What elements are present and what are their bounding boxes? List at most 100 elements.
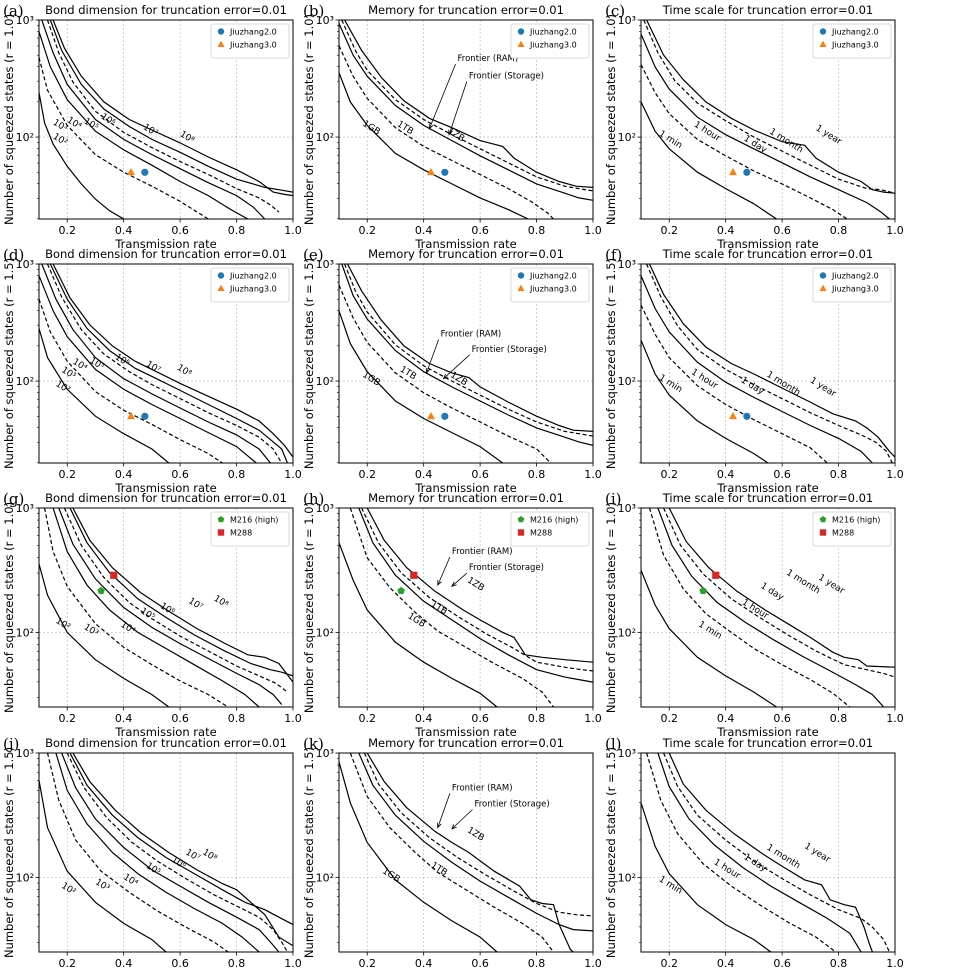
x-tick-label: 0.6	[171, 468, 189, 481]
y-tick-label: 10²	[316, 375, 334, 388]
legend-label: Jiuzhang3.0	[229, 285, 277, 294]
contour-line	[641, 304, 828, 463]
y-axis-label: Number of squeezed states (r = 1.0)	[2, 502, 16, 713]
x-tick-label: 0.6	[773, 712, 791, 725]
x-axis-label: Transmission rate	[114, 481, 216, 495]
contour-line	[663, 508, 895, 678]
contour-line	[344, 20, 593, 188]
contour-label: 1 min	[657, 373, 684, 395]
data-marker	[699, 586, 707, 594]
x-tick-label: 1.0	[284, 957, 302, 970]
x-tick-label: 0.8	[228, 957, 246, 970]
y-tick-label: 10³	[16, 747, 34, 760]
annotation-arrow	[451, 572, 468, 587]
panel-label: (i)	[605, 490, 622, 508]
y-axis-label: Number of squeezed states (r = 1.5)	[2, 258, 16, 469]
annotation-arrow	[437, 793, 451, 828]
x-tick-label: 0.8	[228, 224, 246, 237]
legend-label: M216 (high)	[230, 516, 278, 525]
legend-marker	[517, 272, 525, 279]
contour-lines	[339, 753, 593, 952]
x-tick-label: 1.0	[284, 468, 302, 481]
contour-label: 10⁴	[119, 620, 137, 637]
panel-title: Time scale for truncation error=0.01	[662, 491, 874, 505]
legend-box	[510, 23, 590, 59]
contour-line	[39, 31, 249, 219]
x-tick-label: 0.6	[471, 468, 489, 481]
x-tick-label: 0.4	[115, 468, 133, 481]
y-axis-label: Number of squeezed states (r = 1.5)	[2, 747, 16, 958]
y-tick-label: 10²	[16, 375, 34, 388]
y-tick-label: 10³	[316, 14, 334, 27]
data-marker	[743, 168, 751, 176]
contour-label: 10⁶	[158, 601, 176, 618]
contour-label: 1 month	[764, 370, 801, 399]
x-tick-label: 0.8	[830, 468, 848, 481]
x-tick-label: 0.6	[471, 224, 489, 237]
contour-line	[363, 753, 593, 917]
legend-marker	[217, 40, 225, 48]
contour-label: 1 hour	[740, 598, 770, 622]
contour-label: 1 year	[802, 841, 832, 865]
panel-title: Bond dimension for truncation error=0.01	[45, 3, 287, 17]
contour-line	[39, 92, 125, 219]
contour-line	[349, 753, 554, 952]
contour-line	[641, 101, 777, 219]
panel-label: (g)	[3, 490, 24, 508]
data-marker	[441, 168, 449, 176]
contour-lines	[641, 20, 895, 219]
y-tick-label: 10³	[16, 502, 34, 515]
data-marker	[410, 571, 418, 579]
legend-label: Jiuzhang2.0	[229, 272, 277, 281]
data-marker	[743, 412, 751, 420]
x-tick-label: 0.6	[773, 957, 791, 970]
y-tick-label: 10²	[16, 626, 34, 639]
x-tick-label: 0.2	[358, 957, 376, 970]
contour-line	[339, 310, 504, 463]
contour-label: 1TB	[429, 599, 449, 617]
x-tick-label: 0.2	[660, 957, 678, 970]
contour-label: 10⁷	[186, 596, 204, 613]
data-marker	[97, 586, 105, 594]
legend-marker	[517, 40, 525, 48]
legend-marker	[819, 28, 827, 35]
x-axis-label: Transmission rate	[414, 237, 516, 251]
plot-frame	[338, 507, 594, 708]
contour-label: 1ZB	[465, 826, 486, 844]
annotation-label: Frontier (Storage)	[469, 72, 544, 82]
contour-label: 1 hour	[712, 857, 742, 881]
annotation-label: Frontier (Storage)	[472, 345, 547, 355]
legend-label: M216 (high)	[832, 516, 880, 525]
annotation-arrowhead	[437, 822, 442, 829]
x-tick-label: 0.8	[830, 224, 848, 237]
contour-line	[46, 753, 229, 952]
contour-line	[63, 508, 288, 693]
legend-marker	[217, 284, 225, 292]
contour-label: 1ZB	[465, 576, 486, 594]
data-marker	[127, 167, 135, 176]
contour-line	[641, 275, 873, 463]
annotation-arrowhead	[451, 581, 457, 588]
legend-marker	[517, 28, 525, 35]
plot-frame	[640, 263, 896, 464]
annotation-arrow	[428, 63, 456, 130]
contour-label: 1GB	[360, 119, 381, 137]
contour-line	[41, 20, 266, 219]
panel-label: (l)	[605, 735, 622, 753]
contour-line	[641, 569, 777, 707]
legend-box	[510, 267, 590, 303]
y-axis-label: Number of squeezed states (r = 1.0)	[302, 502, 316, 713]
panel-title: Time scale for truncation error=0.01	[662, 247, 874, 261]
contour-line	[641, 339, 769, 463]
contour-line	[646, 753, 837, 952]
x-axis-label: Transmission rate	[414, 970, 516, 972]
legend-label: Jiuzhang3.0	[529, 285, 577, 294]
x-tick-label: 0.8	[528, 468, 546, 481]
contour-line	[344, 264, 593, 437]
x-tick-label: 0.4	[115, 712, 133, 725]
contour-line	[339, 761, 498, 952]
y-tick-label: 10³	[618, 14, 636, 27]
x-tick-label: 0.4	[717, 468, 735, 481]
